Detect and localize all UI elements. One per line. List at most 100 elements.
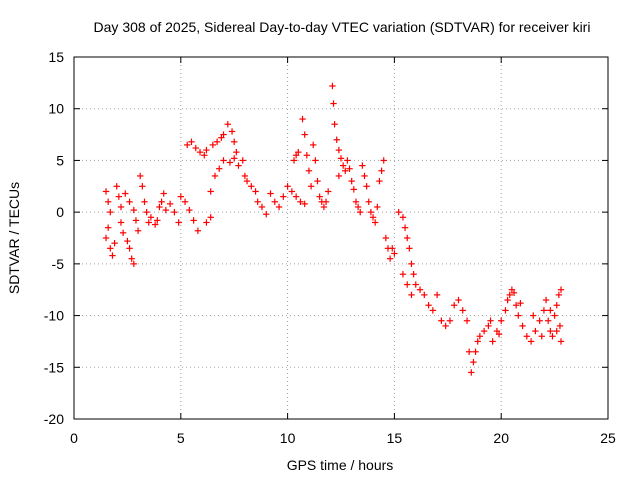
data-point	[104, 198, 112, 205]
data-point	[459, 307, 466, 314]
data-point	[371, 219, 379, 226]
data-point	[551, 312, 558, 319]
x-tick-label: 15	[387, 430, 403, 446]
data-point	[231, 155, 238, 162]
data-point	[141, 198, 148, 205]
data-point	[115, 193, 123, 200]
x-tick-label: 0	[70, 430, 78, 446]
axis-ticks: 0 5 10 15 20 25 15 10 5 0 -5 -10 -15 -20	[44, 49, 616, 446]
data-point	[275, 203, 283, 211]
data-point	[126, 198, 133, 205]
data-point	[416, 286, 424, 293]
data-point	[348, 177, 355, 185]
data-point	[139, 183, 146, 190]
data-point	[166, 200, 174, 208]
y-tick-label: -5	[52, 256, 65, 272]
data-point	[145, 219, 152, 226]
data-point	[267, 190, 274, 197]
data-point	[248, 183, 255, 190]
data-point	[369, 214, 377, 221]
data-point	[472, 348, 479, 355]
data-point	[307, 183, 315, 190]
data-point	[211, 172, 219, 180]
data-point	[117, 203, 125, 211]
data-point	[216, 165, 223, 172]
data-point	[241, 172, 249, 180]
x-axis-label: GPS time / hours	[287, 457, 394, 473]
data-point	[299, 115, 306, 123]
data-point	[188, 138, 195, 146]
data-point	[224, 121, 231, 128]
data-point	[151, 221, 159, 228]
x-tick-label: 10	[280, 430, 296, 446]
data-point	[357, 208, 364, 216]
data-point	[235, 162, 242, 169]
data-point	[104, 224, 112, 231]
data-point	[363, 183, 370, 190]
data-point	[130, 260, 138, 268]
x-tick-label: 5	[177, 430, 185, 446]
data-point	[190, 217, 197, 224]
data-point	[510, 289, 518, 297]
data-point	[425, 302, 432, 309]
data-point	[220, 157, 227, 164]
data-point	[365, 198, 372, 205]
data-point	[544, 317, 552, 324]
data-point	[389, 245, 396, 252]
data-point	[399, 271, 407, 278]
data-point	[329, 82, 336, 90]
data-point	[239, 157, 246, 164]
data-point	[113, 183, 120, 190]
data-point	[451, 302, 458, 309]
data-point	[320, 203, 328, 211]
data-point	[530, 312, 537, 319]
data-point	[446, 317, 454, 324]
data-point	[344, 157, 351, 164]
data-point	[254, 198, 261, 205]
data-point	[177, 193, 184, 200]
data-point	[128, 255, 135, 262]
data-point	[498, 317, 505, 324]
data-point	[406, 245, 413, 252]
data-point	[487, 317, 494, 324]
data-point	[553, 327, 560, 335]
data-point	[408, 260, 415, 268]
data-point	[506, 291, 513, 299]
data-point	[354, 203, 362, 211]
data-point	[378, 167, 385, 174]
data-point	[162, 206, 170, 214]
data-point	[186, 206, 193, 214]
data-point	[412, 281, 419, 288]
y-tick-label: 0	[56, 204, 64, 220]
data-point	[339, 162, 347, 169]
data-point	[228, 128, 236, 135]
data-point	[404, 234, 411, 242]
data-point	[374, 203, 381, 211]
data-series	[102, 82, 565, 376]
data-point	[117, 219, 125, 226]
data-point	[401, 224, 409, 231]
data-point	[504, 296, 511, 304]
data-point	[322, 198, 330, 205]
data-point	[143, 208, 150, 216]
data-point	[331, 121, 338, 128]
data-point	[181, 198, 189, 205]
data-point	[333, 136, 340, 143]
grid-lines	[74, 57, 608, 419]
data-point	[102, 188, 110, 195]
data-point	[284, 183, 291, 190]
data-point	[297, 198, 304, 205]
data-point	[480, 327, 488, 335]
data-point	[295, 148, 302, 156]
data-point	[536, 317, 543, 324]
data-point	[399, 214, 407, 221]
data-point	[119, 229, 127, 237]
data-point	[442, 322, 449, 330]
data-point	[160, 190, 167, 197]
data-point	[158, 198, 165, 205]
data-point	[395, 208, 402, 216]
y-tick-label: -20	[44, 411, 64, 427]
data-point	[233, 148, 240, 156]
data-point	[547, 307, 554, 314]
